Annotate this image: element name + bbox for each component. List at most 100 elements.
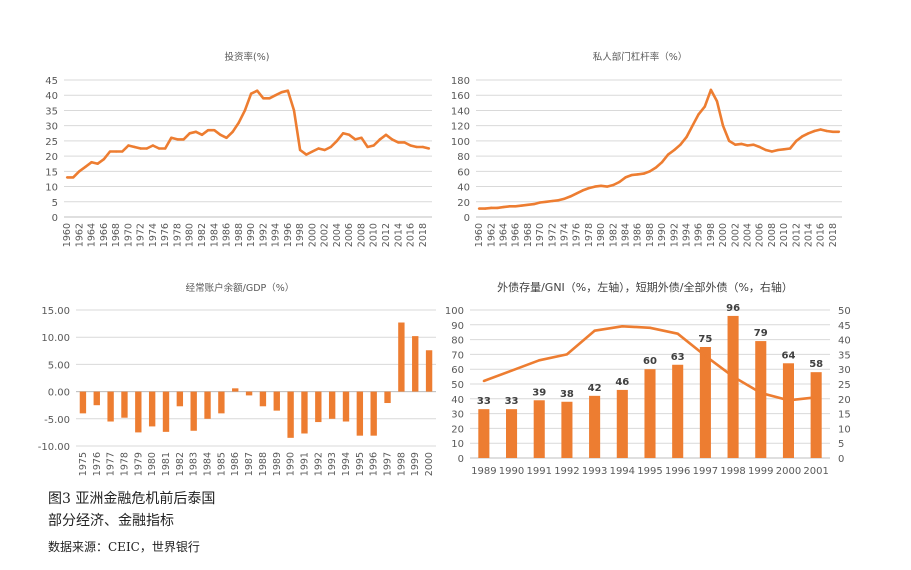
bar bbox=[755, 341, 767, 458]
x-tick-label: 1994 bbox=[341, 452, 352, 476]
data-point bbox=[90, 161, 93, 164]
data-point bbox=[605, 185, 609, 188]
bar bbox=[644, 369, 656, 458]
x-tick-label: 1984 bbox=[620, 223, 631, 247]
y-tick-label: 20 bbox=[45, 152, 58, 163]
x-tick-label: 1992 bbox=[554, 466, 579, 477]
x-tick-label: 1974 bbox=[148, 223, 159, 247]
data-point bbox=[593, 329, 596, 332]
bar bbox=[287, 391, 294, 438]
data-point bbox=[727, 139, 731, 143]
x-tick-label: 1976 bbox=[92, 452, 103, 476]
x-tick-label: 1962 bbox=[74, 223, 85, 247]
y-left-tick-label: 0 bbox=[458, 454, 464, 465]
data-point bbox=[421, 145, 424, 149]
y-right-tick-label: 10 bbox=[838, 424, 851, 435]
data-point bbox=[477, 207, 481, 210]
y-tick-label: 5.00 bbox=[48, 360, 70, 371]
data-point bbox=[709, 88, 713, 92]
y-tick-label: 40 bbox=[45, 91, 58, 102]
x-tick-label: 1962 bbox=[486, 223, 497, 247]
data-point bbox=[182, 138, 185, 141]
x-tick-label: 1988 bbox=[645, 223, 656, 247]
x-tick-label: 1990 bbox=[657, 223, 668, 247]
x-tick-label: 1964 bbox=[498, 223, 509, 247]
x-tick-label: 1980 bbox=[596, 223, 607, 247]
data-point bbox=[231, 130, 234, 133]
x-tick-label: 1978 bbox=[584, 223, 595, 247]
bar bbox=[727, 315, 739, 458]
data-point bbox=[676, 332, 679, 335]
bar-data-label: 64 bbox=[782, 350, 796, 361]
x-tick-label: 1982 bbox=[197, 223, 208, 247]
x-tick-label: 2004 bbox=[742, 223, 753, 247]
data-point bbox=[170, 136, 173, 140]
x-tick-label: 1974 bbox=[559, 223, 570, 247]
data-point bbox=[329, 145, 332, 149]
chart-title: 私人部门杠杆率（%） bbox=[593, 51, 688, 63]
bar bbox=[506, 409, 518, 458]
y-right-tick-label: 45 bbox=[838, 321, 851, 332]
x-tick-label: 1992 bbox=[258, 223, 269, 247]
bar bbox=[121, 391, 128, 418]
bar-data-label: 79 bbox=[754, 328, 768, 339]
data-point bbox=[317, 147, 320, 150]
bar bbox=[190, 391, 197, 431]
x-tick-label: 1979 bbox=[133, 452, 144, 476]
data-source-note: 数据来源：CEIC，世界银行 bbox=[48, 540, 200, 554]
x-tick-label: 1988 bbox=[258, 452, 269, 476]
bar bbox=[135, 391, 142, 433]
x-tick-label: 1990 bbox=[246, 223, 257, 247]
data-point bbox=[78, 170, 81, 173]
bar-data-label: 46 bbox=[615, 377, 629, 388]
x-tick-label: 1994 bbox=[681, 223, 692, 247]
bar bbox=[162, 391, 170, 432]
x-tick-label: 2000 bbox=[307, 223, 318, 247]
y-right-tick-label: 40 bbox=[838, 336, 851, 347]
y-tick-label: 15.00 bbox=[41, 306, 70, 317]
data-point bbox=[323, 148, 326, 152]
x-tick-label: 2016 bbox=[816, 223, 827, 247]
x-tick-label: 1980 bbox=[147, 452, 158, 476]
data-point bbox=[831, 130, 835, 133]
data-point bbox=[648, 326, 652, 329]
data-point bbox=[292, 109, 296, 112]
bar bbox=[204, 391, 211, 419]
data-point bbox=[188, 132, 191, 135]
bar bbox=[301, 391, 308, 434]
data-point bbox=[621, 325, 624, 328]
data-point bbox=[685, 135, 688, 139]
x-tick-label: 2000 bbox=[718, 223, 729, 247]
x-tick-label: 1996 bbox=[665, 466, 690, 477]
x-tick-label: 1960 bbox=[474, 223, 485, 247]
chart-title: 经常账户余额/GDP（%） bbox=[186, 282, 295, 294]
data-point bbox=[360, 136, 363, 140]
y-tick-label: 30 bbox=[45, 122, 58, 133]
data-point bbox=[65, 176, 69, 179]
data-point bbox=[660, 161, 664, 164]
x-tick-label: 1978 bbox=[119, 452, 130, 476]
x-tick-label: 2018 bbox=[418, 223, 429, 247]
data-point bbox=[731, 375, 735, 378]
data-point bbox=[788, 147, 792, 150]
data-point bbox=[544, 200, 548, 203]
data-point bbox=[268, 97, 271, 100]
bar bbox=[478, 409, 490, 458]
bar bbox=[148, 391, 156, 427]
y-left-tick-label: 10 bbox=[451, 439, 464, 450]
data-point bbox=[569, 195, 572, 198]
x-tick-label: 2002 bbox=[320, 223, 331, 247]
data-point bbox=[807, 132, 810, 135]
x-tick-label: 1976 bbox=[572, 223, 583, 247]
data-point bbox=[551, 199, 554, 203]
bar bbox=[370, 391, 377, 436]
data-point bbox=[654, 166, 658, 169]
data-point bbox=[213, 129, 216, 132]
y-tick-label: 35 bbox=[45, 106, 58, 117]
data-point bbox=[298, 148, 302, 152]
bar-data-label: 96 bbox=[726, 303, 740, 314]
data-point bbox=[96, 162, 99, 165]
x-tick-label: 1985 bbox=[216, 452, 227, 476]
bar bbox=[425, 350, 433, 392]
data-point bbox=[483, 207, 487, 210]
